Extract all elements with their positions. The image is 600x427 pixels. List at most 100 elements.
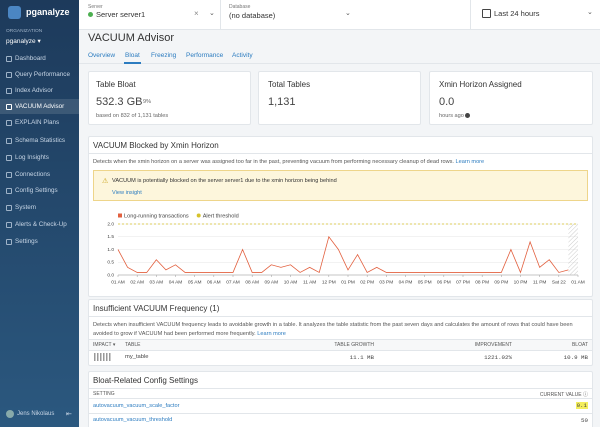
column-header: BLOAT [571,342,588,348]
divider [89,398,592,399]
divider [89,153,592,154]
section-title: Insufficient VACUUM Frequency (1) [93,304,220,313]
x-tick-label: 10 AM [284,279,298,285]
x-tick-label: 09 AM [265,279,279,285]
setting-name[interactable]: autovacuum_vacuum_threshold [93,417,173,423]
card: Total Tables 1,131 [258,71,421,125]
menu-item[interactable]: Settings [15,238,38,245]
y-tick-label: 0.0 [107,272,114,278]
x-tick-label: 06 PM [437,279,451,285]
learn-more[interactable]: Learn more [257,330,286,337]
menu-item[interactable]: System [15,204,36,211]
card-delta: 9% [143,99,152,105]
menu-item[interactable]: Query Performance [15,71,70,78]
x-tick-label: 01 AM [571,279,585,285]
warning-box: ⚠ VACUUM is potentially blocked on the s… [93,170,588,201]
database-label: Database [229,4,251,10]
menu-icon [6,88,12,94]
tab-border [79,63,600,64]
tab[interactable]: Performance [186,52,224,59]
clear-server[interactable]: × [194,9,199,18]
x-tick-label: 11 PM [533,279,547,285]
x-tick-label: 05 PM [418,279,432,285]
time-range[interactable]: Last 24 hours [494,9,540,18]
menu-icon [6,172,12,178]
x-tick-label: 10 PM [514,279,528,285]
x-tick-label: 11 AM [303,279,316,285]
menu-icon [6,205,12,211]
org-selector[interactable]: pganalyze ▾ [6,38,41,45]
x-tick-label: 04 PM [399,279,413,285]
column-header: SETTING [93,391,115,397]
menu-item[interactable]: VACUUM Advisor [15,103,65,110]
section-description: Detects when insufficient VACUUM frequen… [93,321,589,338]
tab[interactable]: Overview [88,52,116,59]
tab[interactable]: Freezing [151,52,177,59]
menu-icon [6,155,12,161]
x-tick-label: 07 PM [456,279,470,285]
server-select[interactable]: Server server1 [96,10,146,19]
tab[interactable]: Bloat [125,52,140,59]
logo: pganalyze [26,7,70,17]
x-tick-label: 01 PM [341,279,355,285]
status-dot [88,12,93,17]
menu-item[interactable]: Config Settings [15,187,58,194]
server-chevron[interactable]: ⌄ [209,10,215,17]
menu-item[interactable]: EXPLAIN Plans [15,119,60,126]
card-title: Xmin Horizon Assigned [439,80,522,89]
menu-item[interactable]: Alerts & Check-Up [15,221,67,228]
menu-icon [6,56,12,62]
collapse-icon[interactable]: ⇤ [66,411,72,418]
x-tick-label: 06 AM [207,279,221,285]
section-title: VACUUM Blocked by Xmin Horizon [93,141,219,150]
x-tick-label: 09 PM [494,279,508,285]
y-tick-label: 0.5 [107,260,114,266]
warning-icon: ⚠ [102,178,109,185]
section-description: Detects when the xmin horizon on a serve… [93,159,484,165]
menu-icon [6,120,12,126]
database-chevron[interactable]: ⌄ [345,10,351,17]
setting-name[interactable]: autovacuum_vacuum_scale_factor [93,403,180,409]
menu-item[interactable]: Connections [15,171,51,178]
setting-value: 50 [581,417,588,424]
description-text: Detects when insufficient VACUUM frequen… [93,322,573,337]
database-select[interactable]: (no database) [229,11,276,20]
card: Xmin Horizon Assigned 0.0 hours ago [429,71,593,125]
table-link[interactable]: my_table [125,354,149,360]
legend-swatch [118,213,122,218]
x-tick-label: 02 PM [360,279,374,285]
card: Table Bloat 532.3 GB 9% based on 832 of … [88,71,251,125]
line [117,235,569,274]
server-label: Server [88,4,103,10]
x-tick-label: 08 AM [245,279,259,285]
menu-item[interactable]: Index Advisor [15,87,53,94]
sidebar: pganalyze ORGANIZATION pganalyze ▾ Dashb… [0,0,79,427]
page-title: VACUUM Advisor [88,32,174,44]
avatar [6,410,14,418]
divider [220,0,221,29]
active-menu-bg [0,99,79,114]
frequency-section: Insufficient VACUUM Frequency (1) Detect… [88,299,593,366]
y-tick-label: 1.0 [107,247,114,253]
card-value: 532.3 GB [96,96,143,108]
table-header [89,339,592,351]
column-header[interactable]: IMPACT ▾ [93,342,116,348]
info-icon[interactable] [465,113,471,119]
range-chevron[interactable]: ⌄ [587,9,593,16]
view-insight[interactable]: View insight [112,190,142,196]
x-tick-label: 03 PM [379,279,393,285]
card-value: 0.0 [439,96,455,108]
learn-more[interactable]: Learn more [455,159,485,165]
x-tick-label: 02 AM [130,279,144,285]
no-data-area [568,224,578,275]
user-name[interactable]: Jens Nikolaus [17,411,55,417]
menu-item[interactable]: Log Insights [15,154,49,161]
org-label: ORGANIZATION [6,29,43,34]
x-tick-label: 04 AM [169,279,183,285]
menu-item[interactable]: Schema Statistics [15,137,66,144]
x-tick-label: 05 AM [188,279,202,285]
menu-item[interactable]: Dashboard [15,55,46,62]
x-tick-label: 08 PM [475,279,489,285]
tab[interactable]: Activity [232,52,253,59]
